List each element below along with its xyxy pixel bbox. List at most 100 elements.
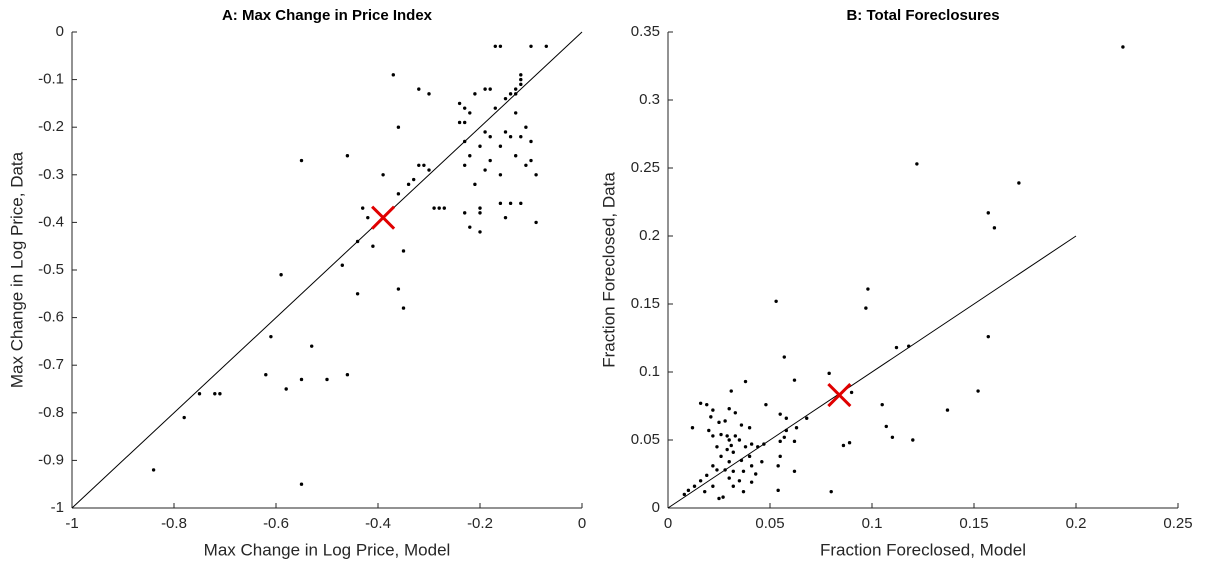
point xyxy=(749,464,754,468)
point xyxy=(749,442,754,446)
point xyxy=(682,492,687,497)
point xyxy=(764,402,768,407)
point xyxy=(299,482,304,486)
y-tick-label: -0.3 xyxy=(38,166,64,183)
point xyxy=(503,96,508,101)
point xyxy=(503,215,508,220)
point xyxy=(711,434,715,438)
chart-title: B: Total Foreclosures xyxy=(846,7,999,24)
highlight-marker xyxy=(827,383,852,408)
point xyxy=(737,438,742,442)
point xyxy=(727,407,731,411)
x-tick-label: 0.15 xyxy=(959,515,988,532)
y-tick-label: -0.4 xyxy=(38,213,64,230)
point xyxy=(739,423,744,427)
point xyxy=(483,87,487,91)
point xyxy=(381,173,385,177)
point xyxy=(493,44,497,48)
point xyxy=(776,464,780,468)
point xyxy=(401,249,406,253)
point xyxy=(723,419,727,423)
point xyxy=(731,469,735,473)
point xyxy=(345,373,350,377)
point xyxy=(432,206,436,210)
point xyxy=(366,215,370,220)
point xyxy=(361,206,365,210)
point xyxy=(508,135,513,139)
point xyxy=(747,454,752,459)
x-tick-label: 0.25 xyxy=(1163,515,1192,532)
point xyxy=(707,428,711,433)
point xyxy=(721,495,725,499)
point xyxy=(778,454,782,459)
point xyxy=(733,434,738,438)
point xyxy=(488,158,492,163)
point xyxy=(743,445,748,449)
point xyxy=(717,496,721,501)
point xyxy=(427,92,431,96)
point xyxy=(473,182,477,187)
x-tick-label: 0 xyxy=(664,515,672,532)
point xyxy=(729,443,733,448)
point xyxy=(760,460,764,464)
point xyxy=(463,211,467,215)
reference-line xyxy=(667,235,1077,509)
point xyxy=(498,44,503,48)
point xyxy=(519,82,523,87)
y-tick-label: -0.2 xyxy=(38,118,64,135)
point xyxy=(498,173,503,177)
point xyxy=(508,201,513,206)
point xyxy=(519,135,523,139)
point xyxy=(709,415,713,419)
point xyxy=(529,44,533,48)
point xyxy=(529,158,533,163)
point xyxy=(396,125,401,129)
y-tick-label: 0.15 xyxy=(631,295,660,312)
point xyxy=(727,460,731,464)
point xyxy=(544,44,548,48)
point xyxy=(468,225,472,229)
x-tick-label: -0.4 xyxy=(365,515,391,532)
point xyxy=(849,390,854,395)
point xyxy=(743,379,748,384)
point xyxy=(498,201,503,206)
point xyxy=(488,135,492,139)
point xyxy=(686,488,691,493)
highlight-marker xyxy=(371,205,396,230)
point xyxy=(371,244,375,248)
point xyxy=(907,344,911,348)
point xyxy=(776,488,780,493)
point xyxy=(890,435,895,439)
point xyxy=(784,428,789,433)
point xyxy=(711,408,715,412)
y-tick-label: 0 xyxy=(56,23,64,40)
point xyxy=(782,355,786,359)
point xyxy=(778,412,782,416)
point xyxy=(794,426,799,430)
x-tick-label: 0.2 xyxy=(1066,515,1087,532)
point xyxy=(976,389,980,393)
point xyxy=(778,439,782,444)
point xyxy=(396,287,401,291)
point xyxy=(727,476,731,480)
point xyxy=(747,426,752,430)
point xyxy=(737,479,742,483)
point xyxy=(524,125,528,129)
point xyxy=(911,438,915,442)
point xyxy=(864,306,868,310)
point xyxy=(396,192,401,196)
y-axis-label: Fraction Foreclosed, Data xyxy=(599,172,618,368)
y-tick-label: 0.2 xyxy=(639,227,660,244)
point xyxy=(468,111,472,115)
point xyxy=(437,206,441,210)
point xyxy=(417,87,421,91)
point xyxy=(731,450,735,454)
point xyxy=(284,387,288,391)
point xyxy=(986,211,990,215)
point xyxy=(705,402,709,407)
x-tick-label: -0.2 xyxy=(467,515,493,532)
x-tick-label: -0.8 xyxy=(161,515,187,532)
point xyxy=(463,163,467,167)
point xyxy=(412,177,416,182)
point xyxy=(717,420,721,425)
